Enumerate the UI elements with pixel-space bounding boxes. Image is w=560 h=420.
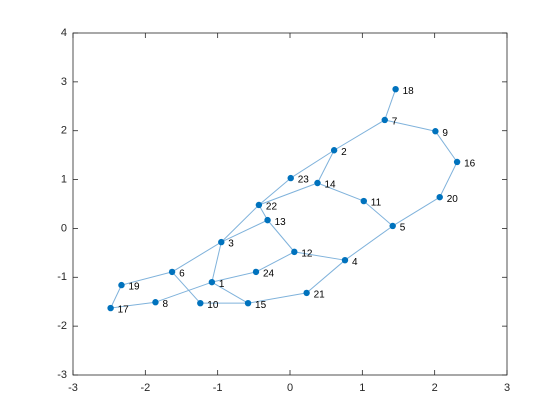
edge: [220, 204, 260, 243]
node-label: 12: [301, 249, 313, 260]
node-label: 8: [162, 299, 168, 310]
edge: [317, 182, 364, 202]
y-tick-label: 0: [61, 222, 67, 234]
node-label: 17: [118, 305, 130, 316]
node-label: 14: [324, 180, 336, 191]
node-label: 19: [128, 282, 140, 293]
edge: [155, 281, 213, 303]
edge: [211, 271, 257, 283]
node: [389, 222, 396, 230]
x-tick-label: 2: [432, 382, 438, 394]
y-tick-label: 2: [61, 125, 67, 137]
node: [168, 268, 176, 276]
node: [287, 174, 294, 182]
node: [244, 299, 252, 307]
x-tick-label: 0: [287, 382, 293, 394]
node: [303, 289, 310, 297]
node: [341, 256, 349, 264]
node: [107, 304, 114, 312]
node: [381, 116, 388, 124]
node-label: 22: [266, 202, 278, 213]
node-label: 11: [371, 198, 382, 209]
y-tick-label: 4: [61, 27, 67, 39]
node: [291, 248, 298, 256]
node-label: 2: [341, 147, 347, 158]
edge: [258, 182, 318, 206]
edge: [247, 292, 307, 304]
node-label: 13: [275, 217, 287, 228]
x-tick-label: 3: [504, 382, 510, 394]
edge: [211, 281, 249, 304]
edge: [255, 251, 295, 273]
node-label: 15: [255, 300, 267, 311]
node: [208, 278, 216, 286]
edge: [211, 241, 222, 283]
edge: [306, 259, 346, 294]
edge: [294, 251, 346, 261]
node: [218, 238, 225, 246]
edge: [171, 271, 201, 304]
y-tick-label: 3: [61, 76, 67, 88]
edge: [121, 271, 173, 286]
edge: [363, 200, 394, 227]
y-tick-label: 1: [61, 173, 67, 185]
edge: [267, 219, 295, 253]
node: [330, 147, 338, 154]
node: [453, 158, 461, 166]
node-label: 20: [447, 194, 459, 205]
node: [118, 281, 125, 289]
edge: [392, 196, 440, 227]
edge: [434, 130, 458, 163]
y-tick-label: -1: [57, 271, 67, 283]
edge: [384, 119, 436, 132]
plot-area: [72, 32, 508, 376]
node-label: 5: [400, 223, 406, 234]
edge: [290, 149, 335, 179]
node-label: 4: [352, 257, 358, 268]
x-tick-label: -3: [68, 382, 78, 394]
x-tick-label: -1: [213, 382, 223, 394]
edge: [344, 225, 394, 261]
y-tick-label: -2: [57, 320, 67, 332]
edge: [110, 301, 156, 309]
node: [360, 197, 367, 205]
node-label: 3: [228, 239, 234, 250]
edge: [110, 284, 122, 309]
node-label: 23: [298, 175, 310, 186]
edge: [439, 161, 458, 198]
edge: [333, 119, 386, 151]
y-tick-label: -3: [57, 369, 67, 381]
edge: [171, 241, 222, 273]
node: [392, 85, 399, 93]
node: [432, 128, 439, 135]
node-label: 9: [442, 128, 448, 139]
edge: [221, 219, 268, 243]
node: [152, 299, 159, 306]
node: [255, 201, 263, 209]
node: [264, 216, 271, 224]
x-tick-label: -2: [140, 382, 150, 394]
node-label: 6: [179, 269, 185, 280]
x-tick-label: 1: [359, 382, 365, 394]
node-label: 21: [314, 290, 326, 301]
node-label: 10: [207, 300, 219, 311]
node-label: 18: [403, 86, 415, 97]
node-label: 24: [263, 269, 275, 280]
node-label: 7: [392, 117, 398, 128]
edge: [384, 89, 397, 121]
node: [436, 193, 443, 201]
node: [252, 268, 260, 276]
node-label: 16: [464, 159, 476, 170]
edge: [258, 177, 292, 206]
node: [314, 179, 321, 187]
edge: [317, 150, 335, 184]
node: [197, 299, 204, 307]
node-label: 1: [219, 279, 225, 290]
